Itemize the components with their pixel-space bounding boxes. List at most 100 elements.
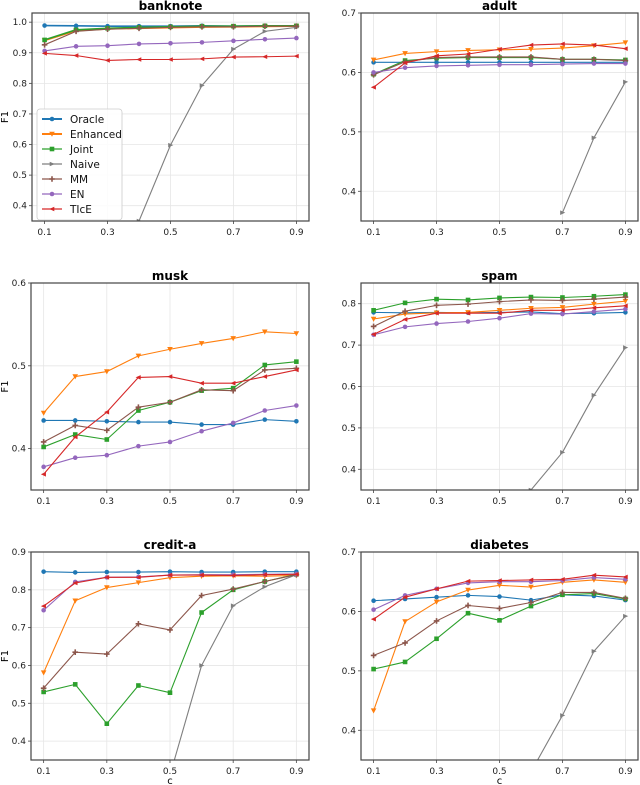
series-group: [370, 40, 629, 215]
x-tick-label: 0.7: [555, 767, 569, 777]
data-point-tice: [496, 578, 502, 583]
data-point-enhanced: [198, 341, 205, 347]
data-point-mm: [370, 323, 377, 330]
data-point-tice: [104, 58, 110, 63]
x-tick-label: 0.1: [366, 228, 380, 238]
data-point-mm: [198, 387, 205, 393]
x-tick-label: 0.5: [492, 767, 506, 777]
panel-title: spam: [481, 269, 517, 283]
data-point-mm: [402, 308, 408, 314]
x-tick-label: 0.9: [618, 767, 633, 777]
x-tick-label: 0.7: [226, 497, 240, 507]
data-point-mm: [496, 605, 503, 612]
data-point-tice: [496, 310, 502, 316]
legend-marker: [49, 146, 55, 152]
data-point-joint: [41, 689, 46, 695]
y-tick-label: 0.9: [12, 548, 27, 558]
y-tick-label: 0.9: [13, 49, 28, 59]
y-tick-label: 0.4: [12, 445, 27, 455]
data-point-oracle: [104, 569, 110, 575]
legend-box: [36, 108, 123, 221]
x-tick-label: 0.9: [289, 497, 304, 507]
data-point-tice: [591, 305, 597, 311]
data-point-mm: [528, 599, 534, 606]
legend-item-oracle: Oracle: [42, 114, 104, 126]
data-point-oracle: [136, 569, 141, 575]
data-point-oracle: [41, 569, 46, 574]
data-point-oracle: [434, 594, 439, 600]
data-point-tice: [433, 586, 439, 592]
data-point-oracle: [72, 570, 78, 575]
x-tick-label: 0.3: [100, 497, 114, 507]
data-point-joint: [528, 294, 534, 300]
data-point-mm: [465, 602, 471, 609]
data-point-naive: [591, 648, 597, 654]
data-point-joint: [465, 610, 471, 616]
data-point-tice: [40, 471, 46, 477]
data-point-en: [591, 61, 597, 66]
data-point-naive: [262, 584, 268, 590]
y-tick-label: 0.5: [342, 128, 356, 138]
data-point-tice: [591, 42, 597, 48]
x-tick-label: 0.7: [226, 228, 240, 238]
data-point-tice: [622, 46, 628, 51]
y-tick-label: 1.0: [13, 18, 28, 28]
legend: Oracle Enhanced Joint Naive MM EN TIcE: [36, 108, 123, 221]
panel-title: credit-a: [144, 538, 197, 552]
data-point-enhanced: [622, 580, 629, 586]
x-tick-label: 0.1: [366, 767, 380, 777]
data-point-tice: [135, 575, 141, 580]
y-tick-label: 0.5: [13, 171, 27, 181]
data-point-tice: [198, 380, 204, 386]
data-point-en: [199, 428, 204, 434]
data-point-enhanced: [559, 305, 566, 311]
data-point-mm: [370, 652, 377, 659]
x-tick-label: 0.7: [555, 228, 569, 238]
data-point-mm: [136, 25, 142, 32]
x-axis-label: c: [167, 776, 173, 785]
legend-marker: [49, 176, 55, 182]
x-tick-label: 0.1: [36, 767, 50, 777]
legend-label: Oracle: [70, 114, 104, 126]
data-point-enhanced: [433, 49, 440, 55]
data-point-enhanced: [40, 410, 47, 416]
data-point-enhanced: [167, 346, 173, 353]
panel-adult: 0.1 0.3 0.5 0.7 0.9 0.4 0.5 0.6 0.7 adult: [342, 0, 639, 238]
data-point-mm: [262, 23, 268, 29]
data-point-en: [591, 309, 597, 314]
data-point-mm: [104, 427, 110, 434]
data-point-naive: [560, 210, 566, 215]
x-tick-label: 0.5: [163, 767, 177, 777]
data-point-enhanced: [559, 45, 566, 51]
data-point-mm: [72, 649, 79, 656]
y-tick-label: 0.7: [13, 110, 27, 120]
data-point-enhanced: [72, 374, 79, 380]
y-tick-label: 0.5: [12, 362, 26, 372]
data-point-joint: [497, 295, 502, 301]
data-point-tice: [167, 57, 173, 62]
data-point-enhanced: [370, 316, 377, 322]
x-tick-label: 0.9: [618, 228, 633, 238]
data-point-mm: [591, 296, 597, 302]
data-point-mm: [41, 42, 48, 48]
data-point-tice: [167, 572, 173, 578]
data-point-tice: [402, 317, 408, 322]
legend-item-enhanced: Enhanced: [42, 129, 122, 141]
data-point-en: [623, 306, 628, 312]
data-point-enhanced: [528, 584, 534, 590]
data-point-oracle: [167, 569, 173, 574]
data-point-enhanced: [591, 301, 597, 307]
data-point-oracle: [41, 418, 46, 423]
series-group: [370, 292, 629, 490]
data-point-tice: [559, 308, 565, 313]
data-point-mm: [622, 294, 629, 300]
data-point-tice: [433, 310, 439, 316]
x-axis-label: c: [497, 776, 503, 785]
x-tick-label: 0.5: [492, 228, 506, 238]
data-point-tice: [199, 56, 205, 62]
data-point-tice: [622, 303, 628, 309]
data-point-en: [41, 607, 46, 613]
x-tick-label: 0.7: [226, 767, 240, 777]
legend-label: EN: [70, 189, 85, 201]
data-point-oracle: [104, 418, 110, 424]
